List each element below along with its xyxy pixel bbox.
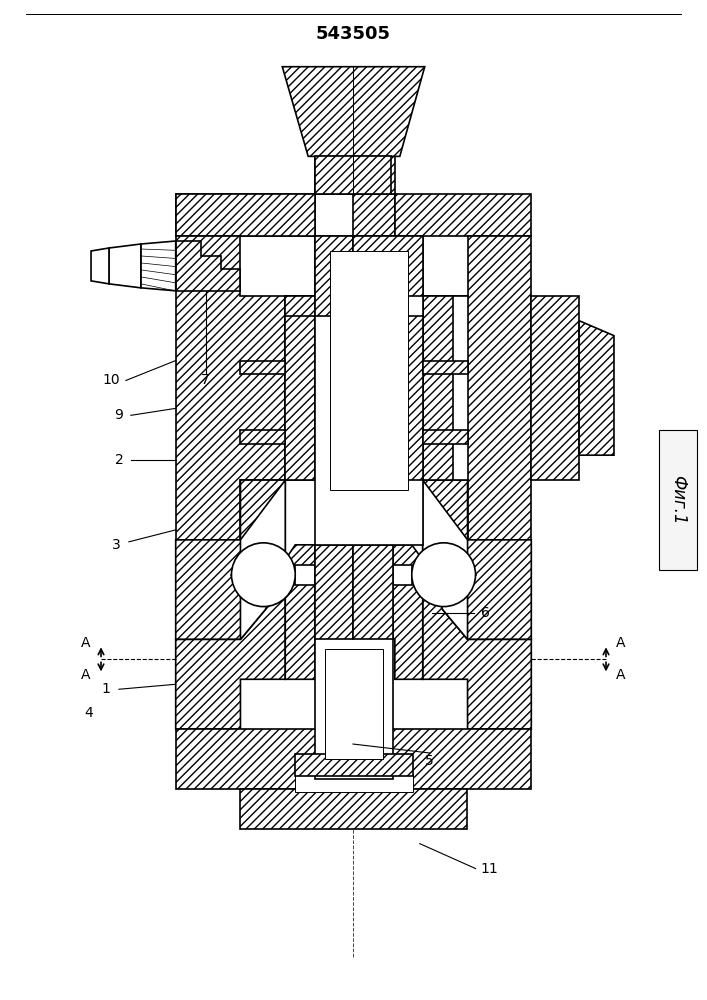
- Bar: [315, 545, 393, 779]
- Polygon shape: [353, 236, 423, 296]
- Polygon shape: [176, 241, 240, 291]
- Text: 6: 6: [481, 606, 490, 620]
- Polygon shape: [141, 241, 176, 291]
- Bar: [325, 649, 383, 759]
- Text: 11: 11: [481, 862, 498, 876]
- Text: Фиг.1: Фиг.1: [669, 475, 686, 525]
- Bar: [330, 251, 408, 490]
- Bar: [296, 774, 413, 792]
- Polygon shape: [423, 480, 467, 639]
- Polygon shape: [315, 545, 353, 639]
- Bar: [315, 156, 391, 194]
- Text: 10: 10: [102, 373, 119, 387]
- Polygon shape: [240, 480, 285, 639]
- Text: А: А: [617, 668, 626, 682]
- Bar: [423, 430, 467, 444]
- Polygon shape: [282, 67, 425, 156]
- Polygon shape: [659, 430, 696, 570]
- Polygon shape: [285, 545, 423, 679]
- Bar: [296, 754, 413, 776]
- Polygon shape: [315, 236, 353, 316]
- Polygon shape: [315, 156, 395, 194]
- Polygon shape: [91, 248, 109, 284]
- Text: 1: 1: [102, 682, 110, 696]
- Text: 5: 5: [426, 754, 434, 768]
- Polygon shape: [395, 194, 531, 236]
- Bar: [240, 361, 285, 374]
- Polygon shape: [285, 296, 315, 480]
- Text: 543505: 543505: [315, 25, 390, 43]
- Polygon shape: [353, 316, 423, 480]
- Text: А: А: [617, 636, 626, 650]
- Polygon shape: [109, 244, 141, 288]
- Polygon shape: [423, 480, 531, 639]
- Bar: [285, 296, 423, 480]
- Bar: [423, 296, 467, 480]
- Bar: [240, 430, 285, 444]
- Text: 9: 9: [115, 408, 123, 422]
- Polygon shape: [176, 236, 285, 540]
- Text: А: А: [81, 636, 90, 650]
- Polygon shape: [579, 321, 614, 455]
- Polygon shape: [176, 194, 315, 236]
- Polygon shape: [423, 296, 452, 480]
- Bar: [176, 729, 531, 789]
- Circle shape: [411, 543, 476, 607]
- Polygon shape: [353, 545, 393, 639]
- Bar: [315, 236, 423, 545]
- Text: 4: 4: [85, 706, 93, 720]
- Polygon shape: [285, 296, 423, 316]
- Text: А: А: [81, 668, 90, 682]
- Text: 2: 2: [115, 453, 123, 467]
- Text: 7: 7: [201, 373, 210, 387]
- Bar: [423, 361, 467, 374]
- Text: 3: 3: [112, 538, 120, 552]
- Polygon shape: [176, 156, 395, 236]
- Bar: [240, 789, 467, 829]
- Polygon shape: [423, 236, 531, 540]
- Bar: [296, 565, 411, 585]
- Polygon shape: [176, 560, 285, 729]
- Circle shape: [231, 543, 296, 607]
- Polygon shape: [531, 296, 579, 480]
- Polygon shape: [423, 560, 531, 729]
- Polygon shape: [176, 480, 285, 639]
